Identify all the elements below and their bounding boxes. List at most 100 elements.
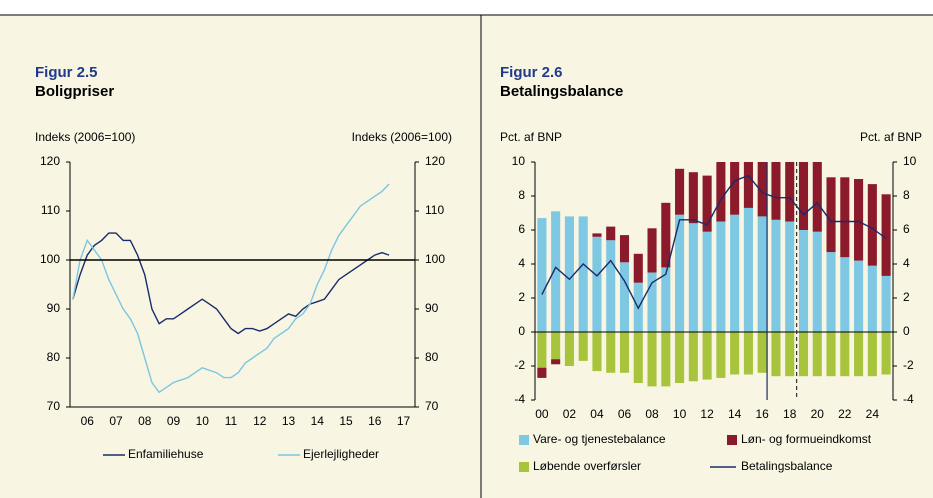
- legend-label: Betalingsbalance: [741, 459, 833, 473]
- bar-segment: [867, 184, 877, 266]
- bar-segment: [702, 231, 712, 332]
- bar-segment: [551, 359, 561, 365]
- x-tick-label: 08: [645, 407, 659, 421]
- x-tick-label: 10: [673, 407, 687, 421]
- bar-segment: [716, 332, 726, 378]
- x-tick-label: 06: [81, 414, 95, 428]
- y2-tick-label: 0: [903, 324, 910, 338]
- bar-segment: [785, 332, 795, 377]
- figure-title: Betalingsbalance: [500, 83, 623, 100]
- x-tick-label: 11: [225, 414, 238, 428]
- y2-tick-label: 10: [903, 154, 917, 168]
- bar-segment: [661, 267, 671, 332]
- figure-number: Figur 2.5: [35, 64, 98, 81]
- bar-segment: [716, 221, 726, 332]
- bar-segment: [716, 162, 726, 222]
- bar-segment: [619, 235, 630, 263]
- bar-segment: [537, 218, 547, 332]
- legend-swatch: [519, 435, 529, 445]
- x-tick-label: 09: [167, 414, 181, 428]
- bar-segment: [840, 257, 850, 332]
- bar-segment: [785, 221, 795, 332]
- x-tick-label: 07: [109, 414, 123, 428]
- bar-segment: [564, 332, 574, 366]
- bar-segment: [771, 219, 781, 332]
- bar-segment: [537, 332, 547, 368]
- bar-segment: [785, 162, 795, 222]
- bar-segment: [564, 216, 574, 332]
- y2-tick-label: 120: [425, 154, 445, 168]
- bar-segment: [743, 332, 753, 375]
- y-tick-label: 80: [47, 350, 61, 364]
- bar-segment: [826, 332, 836, 377]
- x-tick-label: 17: [397, 414, 411, 428]
- bar-segment: [840, 177, 850, 258]
- legend-label: Vare- og tjenestebalance: [533, 432, 666, 446]
- bar-segment: [730, 214, 740, 332]
- x-tick-label: 14: [728, 407, 742, 421]
- bar-segment: [867, 332, 877, 377]
- y2-tick-label: -4: [903, 392, 914, 406]
- bar-segment: [854, 260, 864, 332]
- bar-segment: [757, 332, 767, 373]
- plot-area: [72, 183, 390, 394]
- x-tick-label: 12: [700, 407, 714, 421]
- bar-segment: [675, 168, 685, 215]
- y2-tick-label: 70: [425, 399, 439, 413]
- bar-segment: [606, 332, 616, 373]
- bar-segment: [812, 332, 822, 377]
- bar-segment: [619, 262, 630, 332]
- y-tick-label: 0: [518, 324, 525, 338]
- y2-tick-label: 4: [903, 256, 910, 270]
- y-tick-label: 2: [518, 290, 525, 304]
- bar-segment: [551, 211, 561, 332]
- y2-tick-label: 90: [425, 301, 439, 315]
- legend-label: Løbende overførsler: [533, 459, 641, 473]
- y-tick-label: 120: [40, 154, 60, 168]
- figure-number: Figur 2.6: [500, 64, 563, 81]
- y-axis-label: Indeks (2006=100): [35, 130, 135, 144]
- bar-segment: [633, 253, 643, 283]
- legend-swatch: [727, 435, 737, 445]
- bar-segment: [551, 332, 561, 360]
- bar-segment: [537, 367, 547, 378]
- bar-segment: [730, 162, 740, 215]
- line-series: [72, 232, 390, 335]
- legend-label: Enfamiliehuse: [128, 447, 204, 461]
- legend-label: Løn- og formueindkomst: [741, 432, 872, 446]
- x-tick-label: 22: [838, 407, 852, 421]
- bar-segment: [647, 272, 657, 332]
- legend-label: Ejerlejligheder: [303, 447, 379, 461]
- y2-tick-label: 100: [425, 252, 445, 266]
- bar-segment: [771, 162, 781, 220]
- y2-axis-label: Pct. af BNP: [860, 130, 922, 144]
- legend-swatch: [519, 462, 529, 472]
- y2-tick-label: 110: [425, 203, 444, 217]
- y-tick-label: -4: [514, 392, 525, 406]
- x-tick-label: 15: [339, 414, 353, 428]
- bar-segment: [688, 332, 698, 382]
- bar-segment: [647, 332, 657, 387]
- bar-segment: [867, 265, 877, 332]
- bar-segment: [661, 332, 671, 387]
- x-tick-label: 10: [196, 414, 210, 428]
- bar-segment: [757, 216, 767, 332]
- bar-segment: [730, 332, 740, 375]
- bar-segment: [688, 223, 698, 332]
- x-tick-label: 20: [811, 407, 825, 421]
- x-tick-label: 00: [535, 407, 549, 421]
- bar-segment: [702, 175, 712, 232]
- y2-tick-label: 2: [903, 290, 910, 304]
- bar-segment: [578, 332, 588, 361]
- x-tick-label: 13: [282, 414, 296, 428]
- bar-segment: [798, 332, 809, 377]
- bar-segment: [592, 236, 602, 332]
- x-tick-label: 06: [618, 407, 632, 421]
- y-tick-label: 4: [518, 256, 525, 270]
- y2-tick-label: -2: [903, 358, 914, 372]
- bar-segment: [743, 162, 753, 208]
- y2-tick-label: 8: [903, 188, 910, 202]
- bar-segment: [619, 332, 630, 373]
- x-tick-label: 16: [756, 407, 770, 421]
- x-tick-label: 02: [563, 407, 577, 421]
